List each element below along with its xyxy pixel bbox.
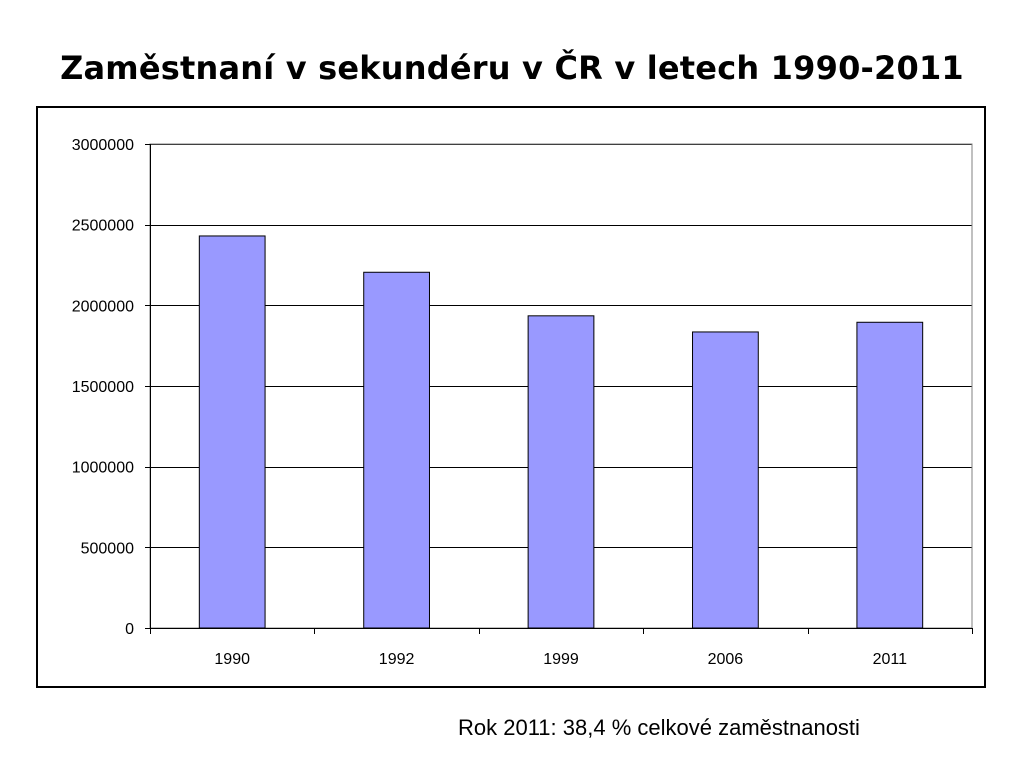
x-tick-label-2006: 2006 [708,651,744,668]
y-tick-label: 1500000 [72,379,134,396]
y-tick-label: 3000000 [72,137,134,154]
x-tick-label-1999: 1999 [543,651,579,668]
y-tick-labels: 0 500000 1000000 1500000 2000000 2500000 30000… [72,137,134,638]
y-tick-label: 500000 [81,540,134,557]
bar-chart: 0 500000 1000000 1500000 2000000 2500000 30000… [72,137,973,668]
axes [145,144,973,634]
bar-2011 [856,321,924,629]
x-tick-label-1990: 1990 [214,651,250,668]
x-tick-label-2011: 2011 [873,651,908,668]
bar-1992 [363,271,430,629]
y-tick-label: 2500000 [72,218,134,235]
y-tick-label: 0 [125,621,134,638]
y-tick-label: 1000000 [72,460,134,477]
x-tick-label-1992: 1992 [379,651,415,668]
x-tick-labels: 1990 1992 1999 2006 2011 [214,651,907,668]
bar-1999 [527,315,595,629]
bars [198,235,924,629]
slide-title: Zaměstnaní v sekundéru v ČR v letech 199… [60,49,964,87]
chart-frame: 0 500000 1000000 1500000 2000000 2500000 30000… [36,106,986,688]
bar-1990 [198,235,266,629]
y-tick-label: 2000000 [72,298,134,315]
footnote: Rok 2011: 38,4 % celkové zaměstnanosti [458,715,860,740]
bar-2006 [692,331,759,629]
